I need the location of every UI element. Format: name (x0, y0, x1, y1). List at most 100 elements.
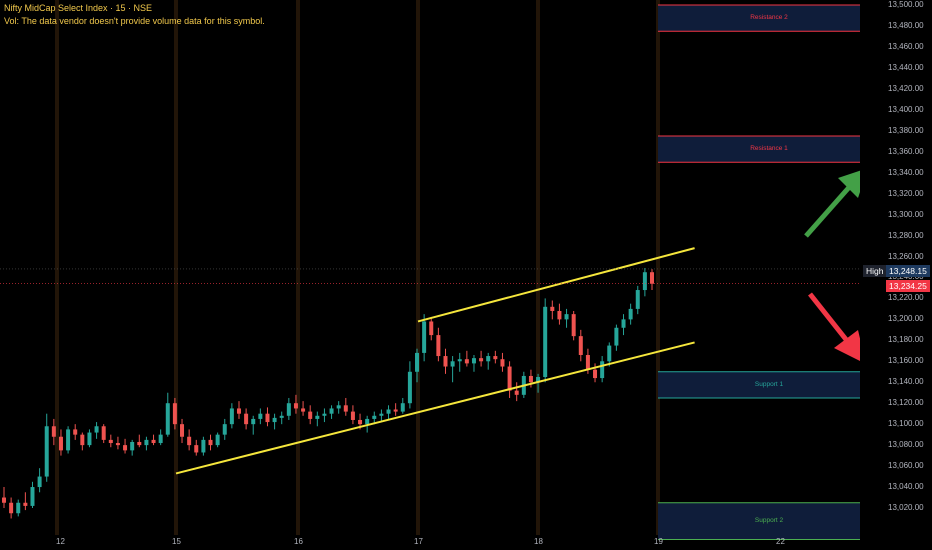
candle-body (564, 314, 569, 320)
candle-body (258, 413, 263, 419)
high-value-tag: 13,248.15 (886, 265, 930, 277)
price-tick-label: 13,320.00 (888, 188, 924, 198)
down-arrow-head (834, 330, 866, 364)
candle-body (372, 415, 377, 419)
candle-body (621, 319, 626, 328)
candle-body (180, 424, 185, 437)
candle-body (137, 441, 142, 446)
candle-body (23, 502, 28, 506)
time-tick-label: 12 (56, 537, 65, 546)
price-tick-label: 13,340.00 (888, 167, 924, 177)
candle-body (343, 405, 348, 412)
price-tick-label: 13,420.00 (888, 83, 924, 93)
candle-body (543, 306, 548, 378)
candle-body (400, 403, 405, 412)
session-separator (296, 0, 300, 535)
up-arrow-shaft (804, 182, 854, 238)
candle-body (265, 413, 270, 423)
candle-body (251, 418, 256, 425)
price-tick-label: 13,500.00 (888, 0, 924, 9)
price-tick-label: 13,280.00 (888, 230, 924, 240)
candle-body (642, 272, 647, 291)
candle-body (393, 409, 398, 412)
candle-body (94, 426, 99, 433)
zone-label: Resistance 1 (750, 145, 788, 153)
candle-body (635, 290, 640, 309)
price-tick-label: 13,440.00 (888, 62, 924, 72)
candle-body (536, 377, 541, 383)
candle-body (514, 390, 519, 395)
candle-body (144, 439, 149, 446)
price-tick-label: 13,400.00 (888, 104, 924, 114)
candle-body (493, 356, 498, 360)
zone-label: Resistance 2 (750, 14, 788, 22)
candle-body (229, 408, 234, 425)
price-tick-label: 13,080.00 (888, 440, 924, 450)
price-tick-label: 13,180.00 (888, 335, 924, 345)
candle-body (301, 408, 306, 412)
candle-body (308, 411, 313, 419)
candle-body (165, 403, 170, 435)
candle-body (386, 409, 391, 414)
candle-body (123, 445, 128, 451)
candle-body (208, 439, 213, 446)
price-tick-label: 13,040.00 (888, 482, 924, 492)
price-tick-label: 13,220.00 (888, 293, 924, 303)
candle-body (286, 403, 291, 416)
candle-body (115, 443, 120, 446)
volume-note: Vol: The data vendor doesn't provide vol… (4, 16, 265, 26)
zone-box (658, 5, 880, 32)
candle-body (479, 358, 484, 362)
candle-body (2, 497, 6, 503)
candle-body (215, 434, 220, 446)
candle-body (358, 419, 363, 425)
zone-box (658, 502, 880, 540)
price-tick-label: 13,380.00 (888, 125, 924, 135)
candle-body (16, 502, 21, 514)
candle-body (172, 403, 177, 425)
time-tick-label: 22 (776, 537, 785, 546)
candle-body (528, 375, 533, 383)
candle-body (365, 418, 370, 425)
candle-body (600, 361, 605, 379)
candle-body (614, 327, 619, 346)
candle-body (158, 434, 163, 444)
zone-label: Support 2 (754, 517, 784, 525)
time-tick-label: 15 (172, 537, 181, 546)
session-separator (174, 0, 178, 535)
session-separator (416, 0, 420, 535)
candle-body (37, 476, 42, 488)
candle-body (436, 335, 441, 357)
candle-body (379, 413, 384, 416)
candle-body (407, 371, 412, 404)
candle-body (471, 358, 476, 364)
candle-body (272, 417, 277, 423)
candle-body (322, 413, 327, 416)
high-label-tag: High (863, 265, 887, 277)
candle-body (457, 359, 462, 362)
price-tick-label: 13,460.00 (888, 41, 924, 51)
candle-body (58, 436, 63, 451)
candle-body (30, 487, 35, 506)
candle-body (279, 415, 284, 418)
zone-box (658, 135, 880, 163)
price-tick-label: 13,480.00 (888, 20, 924, 30)
candle-body (593, 369, 598, 379)
candle-body (44, 426, 49, 477)
candle-body (585, 355, 590, 370)
zone-box (658, 371, 880, 398)
candle-body (607, 345, 612, 362)
time-tick-label: 18 (534, 537, 543, 546)
candle-body (66, 429, 71, 451)
candle-body (151, 439, 156, 444)
chart-title: Nifty MidCap Select Index · 15 · NSE (4, 3, 153, 13)
price-tick-label: 13,300.00 (888, 209, 924, 219)
candle-body (429, 321, 434, 336)
candle-body (336, 405, 341, 409)
candle-body (422, 321, 427, 353)
candle-body (87, 432, 92, 446)
candle-body (650, 272, 654, 284)
price-tick-label: 13,200.00 (888, 314, 924, 324)
